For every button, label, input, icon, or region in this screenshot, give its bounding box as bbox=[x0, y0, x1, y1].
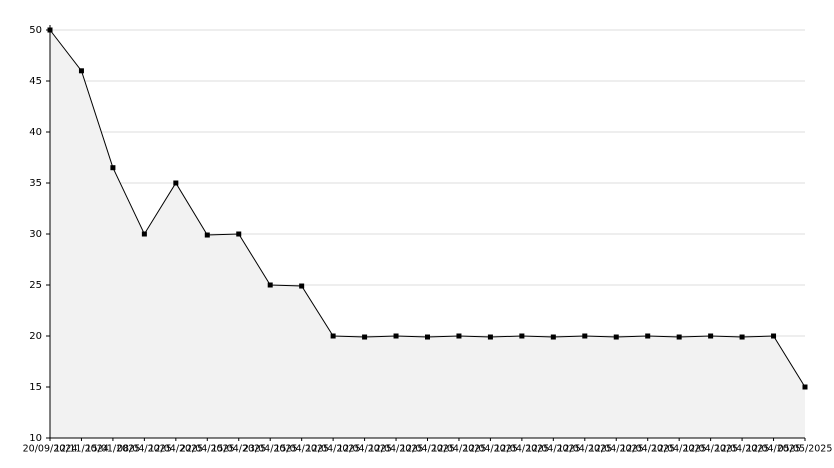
y-tick-label: 40 bbox=[29, 127, 42, 138]
marker bbox=[267, 282, 273, 288]
marker bbox=[110, 165, 116, 171]
y-tick-label: 30 bbox=[29, 229, 42, 240]
x-tick-label: 12/04/2025 bbox=[620, 444, 675, 455]
x-tick-label: 15/04/2025 bbox=[274, 444, 329, 455]
y-tick-label: 35 bbox=[29, 178, 42, 189]
marker bbox=[393, 333, 399, 339]
x-tick-label: 12/04/2025 bbox=[369, 444, 424, 455]
x-tick-label: 23/04/2025 bbox=[243, 444, 298, 455]
x-tick-label: 20/09/2024 bbox=[23, 444, 78, 455]
x-tick-label: 12/04/2025 bbox=[715, 444, 770, 455]
marker bbox=[582, 333, 588, 339]
marker bbox=[362, 334, 368, 340]
marker bbox=[425, 334, 430, 340]
x-tick-label: 05/05/2025 bbox=[778, 444, 833, 455]
marker bbox=[141, 231, 147, 237]
x-tick-label: 22/04/2025 bbox=[180, 444, 235, 455]
marker bbox=[204, 232, 210, 238]
x-tick-label: 12/04/2025 bbox=[463, 444, 518, 455]
x-tick-label: 12/04/2025 bbox=[746, 444, 801, 455]
x-tick-label: 12/04/2025 bbox=[306, 444, 361, 455]
x-tick-label: 08/04/2025 bbox=[117, 444, 172, 455]
x-tick-label: 12/11/2024 bbox=[54, 444, 109, 455]
y-tick-label: 10 bbox=[29, 433, 42, 444]
marker bbox=[708, 333, 714, 339]
marker bbox=[613, 334, 619, 340]
marker bbox=[519, 333, 525, 339]
marker bbox=[676, 334, 682, 340]
area bbox=[50, 30, 805, 438]
x-tick-label: 12/04/2025 bbox=[589, 444, 644, 455]
y-tick-label: 20 bbox=[29, 331, 42, 342]
x-tick-label: 12/04/2025 bbox=[526, 444, 581, 455]
x-tick-label: 15/01/2025 bbox=[86, 444, 141, 455]
marker bbox=[802, 384, 808, 390]
marker bbox=[47, 27, 53, 33]
x-tick-label: 12/04/2025 bbox=[683, 444, 738, 455]
marker bbox=[330, 333, 336, 339]
x-tick-label: 12/04/2025 bbox=[652, 444, 707, 455]
marker bbox=[78, 68, 84, 74]
y-tick-label: 15 bbox=[29, 382, 42, 393]
x-tick-label: 12/04/2025 bbox=[432, 444, 487, 455]
x-tick-label: 12/04/2025 bbox=[494, 444, 549, 455]
marker bbox=[487, 334, 493, 340]
marker bbox=[236, 231, 242, 237]
marker bbox=[173, 180, 179, 186]
y-tick-label: 50 bbox=[29, 25, 42, 36]
x-tick-label: 12/04/2025 bbox=[557, 444, 612, 455]
y-tick-label: 45 bbox=[29, 76, 42, 87]
y-tick-label: 25 bbox=[29, 280, 42, 291]
marker bbox=[456, 333, 462, 339]
marker bbox=[739, 334, 745, 340]
x-tick-label: 15/04/2025 bbox=[211, 444, 266, 455]
x-tick-label: 12/04/2025 bbox=[400, 444, 455, 455]
marker bbox=[299, 283, 305, 289]
x-tick-label: 12/04/2025 bbox=[337, 444, 392, 455]
marker bbox=[550, 334, 556, 340]
x-tick-label: 12/04/2025 bbox=[148, 444, 203, 455]
marker bbox=[771, 333, 777, 339]
marker bbox=[645, 333, 651, 339]
